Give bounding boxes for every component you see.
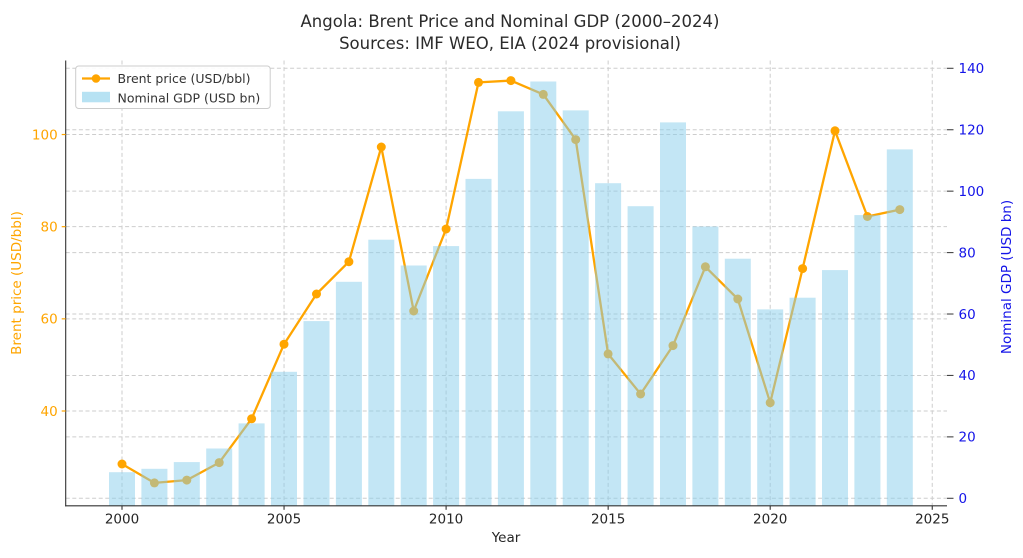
gdp-bar-2001 [141,468,168,506]
gdp-bar-2004 [238,423,265,506]
left-tick-label-40: 40 [41,404,58,420]
gdp-bar-2018 [692,226,719,506]
right-tick-label-120: 120 [959,123,985,139]
brent-marker-2005 [279,339,289,349]
right-tick-label-20: 20 [959,430,976,446]
legend: Brent price (USD/bbl) Nominal GDP (USD bn… [75,65,271,109]
gdp-bar-2013 [530,81,557,506]
brent-marker-2004 [247,414,257,424]
gdp-bar-2017 [660,122,686,506]
brent-marker-2007 [344,257,354,267]
gdp-bars [109,81,913,506]
x-tick-label-2010: 2010 [429,512,463,528]
right-tick-label-140: 140 [959,61,985,77]
gdp-bar-2024 [886,149,913,506]
gdp-bar-2015 [595,183,622,506]
left-tick-label-100: 100 [32,127,58,143]
legend-box [75,65,271,109]
gdp-bar-2007 [335,281,362,506]
axis-labels: Angola: Brent Price and Nominal GDP (200… [9,12,1015,546]
gdp-bar-2011 [465,178,492,506]
chart-subtitle: Sources: IMF WEO, EIA (2024 provisional) [339,34,681,53]
legend-label-gdp: Nominal GDP (USD bn) [118,90,261,105]
x-tick-label-2005: 2005 [267,512,301,528]
x-tick-label-2025: 2025 [915,512,949,528]
right-tick-label-100: 100 [959,184,985,200]
gdp-bar-2009 [400,265,427,506]
left-tick-label-80: 80 [41,219,58,235]
brent-marker-2021 [798,264,808,274]
left-tick-label-60: 60 [41,312,58,328]
right-tick-label-60: 60 [959,307,976,323]
legend-marker [91,74,101,83]
gdp-bar-2005 [271,371,297,506]
gdp-bar-2002 [173,462,200,506]
gdp-bar-2014 [562,110,589,506]
brent-marker-2012 [506,76,516,86]
right-y-axis-label: Nominal GDP (USD bn) [999,200,1015,354]
legend-label-brent: Brent price (USD/bbl) [118,71,251,86]
gdp-bar-2021 [789,297,816,506]
gdp-bar-2023 [854,215,881,506]
ticks: 2000 2005 2010 2015 2020 2025 40 60 80 100 0 20 40 60… [32,61,984,527]
brent-marker-2000 [117,459,127,469]
x-tick-label-2020: 2020 [753,512,787,528]
right-tick-label-80: 80 [959,245,976,261]
brent-marker-2010 [441,224,451,234]
legend-bar-swatch [82,91,110,103]
gdp-bar-2000 [109,472,135,506]
x-tick-label-2015: 2015 [591,512,625,528]
gdp-bar-2006 [303,321,330,506]
gdp-bar-2022 [822,270,848,506]
brent-marker-2011 [474,77,483,87]
right-tick-label-0: 0 [959,491,968,507]
brent-marker-2008 [376,142,386,152]
gdp-bar-2003 [206,448,233,506]
gdp-bar-2008 [368,239,395,506]
x-tick-label-2000: 2000 [105,512,139,528]
gdp-bar-2016 [627,206,654,506]
brent-marker-2006 [312,289,321,299]
left-y-axis-label: Brent price (USD/bbl) [9,211,25,355]
brent-marker-2022 [830,126,840,136]
gdp-bar-2012 [497,111,524,506]
gdp-bar-2020 [757,309,784,506]
gdp-bar-2019 [724,258,751,506]
gdp-bar-2010 [433,246,460,506]
x-axis-label: Year [491,530,521,546]
right-tick-label-40: 40 [959,368,976,384]
chart-title: Angola: Brent Price and Nominal GDP (200… [301,12,720,31]
